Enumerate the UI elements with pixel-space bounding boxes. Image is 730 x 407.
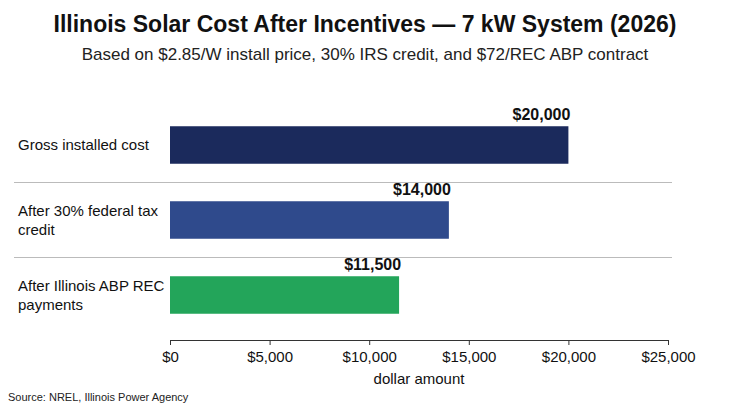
x-axis: $0 $5,000 $10,000 $15,000 $20,000 $25,000 <box>162 340 695 365</box>
tick-mark <box>369 340 370 345</box>
separator <box>14 257 672 258</box>
tick-mark <box>270 340 271 345</box>
bar <box>170 126 568 164</box>
tick: $10,000 <box>343 340 397 365</box>
tick: $0 <box>162 340 179 365</box>
category-labels: Gross installed cost After 30% federal ta… <box>18 136 165 313</box>
data-labels: $20,000 $14,000 $11,500 <box>344 106 570 273</box>
tick-mark <box>170 340 171 345</box>
tick: $20,000 <box>542 340 596 365</box>
data-label: $14,000 <box>393 181 451 198</box>
tick: $5,000 <box>247 340 293 365</box>
separator <box>14 182 672 183</box>
tick-mark <box>469 340 470 345</box>
data-label: $11,500 <box>344 256 401 273</box>
bar <box>170 201 449 239</box>
tick-mark <box>668 340 669 345</box>
tick: $25,000 <box>641 340 695 365</box>
category-label: After 30% federal taxcredit <box>18 202 159 238</box>
tick-label: $25,000 <box>641 348 695 365</box>
tick-label: $10,000 <box>343 348 397 365</box>
axis-line <box>171 341 669 346</box>
subtitle: Based on $2.85/W install price, 30% IRS … <box>82 45 649 64</box>
tick-mark <box>568 340 569 345</box>
category-label: Gross installed cost <box>18 136 150 153</box>
tick-label: $0 <box>162 348 179 365</box>
bars <box>170 126 568 314</box>
title: Illinois Solar Cost After Incentives — 7… <box>54 11 677 37</box>
tick: $15,000 <box>442 340 496 365</box>
tick-label: $5,000 <box>247 348 293 365</box>
data-label: $20,000 <box>513 106 571 123</box>
x-axis-title: dollar amount <box>374 370 466 387</box>
tick-label: $20,000 <box>542 348 596 365</box>
separators <box>14 183 672 258</box>
tick-label: $15,000 <box>442 348 496 365</box>
bar <box>170 276 399 314</box>
category-label: After Illinois ABP RECpayments <box>18 277 165 313</box>
source: Source: NREL, Illinois Power Agency <box>8 391 189 403</box>
